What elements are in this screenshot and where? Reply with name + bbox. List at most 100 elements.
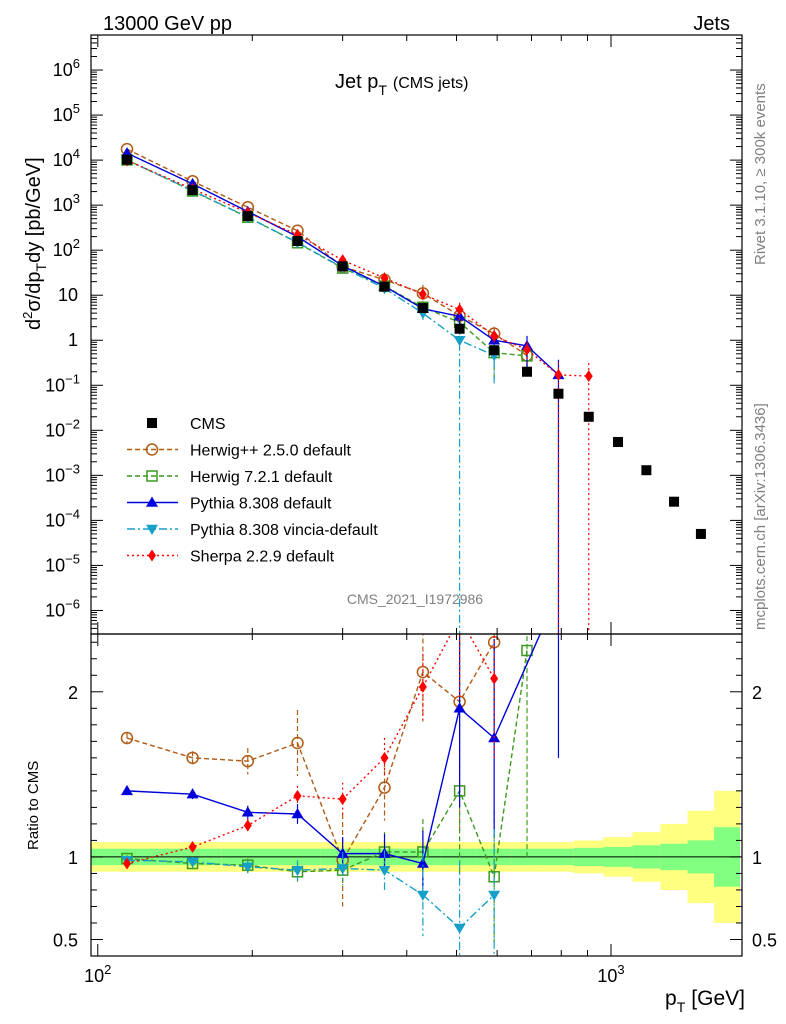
axes: 102 10310610510410310210110−110−210−310−4… — [45, 34, 777, 986]
cms-data-point — [489, 345, 500, 356]
ratio-point — [120, 731, 134, 745]
cms-data-point — [379, 281, 390, 292]
cms-data-point — [641, 465, 652, 476]
legend-label: Herwig++ 2.5.0 default — [190, 443, 352, 460]
xlabel: pT [GeV] — [665, 987, 745, 1015]
plot-title-sub: T — [378, 82, 387, 98]
ylabel-sub: T — [33, 262, 49, 271]
ratio-point — [120, 784, 133, 796]
ratio-point — [186, 857, 199, 868]
legend-marker — [146, 470, 158, 482]
header-right: Jets — [693, 13, 730, 35]
main-point — [453, 336, 466, 347]
cms-data-point — [669, 496, 680, 507]
y-tick-label: 106 — [53, 56, 80, 80]
ratio-point — [490, 672, 499, 685]
ratio-y-tick-label-right: 2 — [752, 683, 762, 703]
ratio-line-2 — [126, 634, 541, 865]
cms-data-point — [521, 366, 532, 377]
ratio-y-tick-label-right: 0.5 — [752, 930, 777, 950]
main-line-3 — [126, 159, 495, 357]
plot-title-main: Jet p — [335, 71, 378, 93]
legend-marker — [146, 524, 158, 535]
plot-title: Jet pT (CMS jets) — [335, 71, 468, 98]
ratio-point — [291, 865, 304, 877]
y-tick-label: 10−1 — [45, 371, 80, 395]
cms-data-point — [454, 323, 465, 334]
ratio-point — [186, 751, 199, 765]
ratio-point — [188, 841, 197, 854]
cms-data-point — [553, 388, 564, 399]
legend-marker — [147, 418, 157, 428]
ratio-point — [416, 890, 429, 901]
ratio-point — [243, 819, 252, 832]
main-line-4 — [126, 159, 589, 377]
ratio-point — [338, 793, 347, 806]
x-tick-label: 103 — [597, 962, 624, 986]
x-tick-label: 102 — [84, 962, 111, 986]
ylabel-exp: 2 — [20, 312, 35, 319]
mcplots-label: mcplots.cern.ch [arXiv:1306.3436] — [752, 403, 769, 630]
y-tick-label: 103 — [53, 191, 80, 215]
ylabel-unit: dy [pb/GeV] — [23, 157, 45, 263]
main-point — [584, 370, 593, 383]
ratio-point — [378, 865, 391, 877]
legend-marker — [148, 549, 156, 562]
xlabel-sub: T — [677, 999, 686, 1015]
legend-label: CMS — [190, 416, 226, 433]
ratio-y-tick-label: 0.5 — [53, 930, 78, 950]
cms-data-point — [187, 185, 198, 196]
legend-label: Pythia 8.308 default — [190, 496, 332, 513]
ratio-y-tick-label: 2 — [68, 683, 78, 703]
ratio-point — [291, 736, 304, 750]
legend-marker — [146, 496, 158, 507]
ratio-point — [241, 862, 254, 873]
main-point — [455, 303, 464, 316]
cms-data-point — [292, 235, 303, 246]
main-point — [490, 329, 499, 342]
main-plot-frame — [90, 34, 743, 635]
legend-label: Pythia 8.308 vincia-default — [190, 522, 378, 539]
plot-title-suffix: (CMS jets) — [393, 75, 469, 92]
cms-data-point — [417, 303, 428, 314]
ratio-point — [488, 890, 501, 901]
cms-data-point — [337, 261, 348, 272]
ratio-point — [453, 923, 466, 934]
legend-label: Herwig 7.2.1 default — [190, 469, 333, 486]
y-tick-label: 10−3 — [45, 461, 80, 485]
main-point — [522, 343, 531, 356]
ratio-point — [418, 680, 427, 693]
ratio-line-4 — [126, 634, 495, 865]
y-tick-label: 102 — [53, 236, 80, 260]
ratio-point — [453, 702, 466, 713]
ratio-line-1 — [126, 650, 528, 880]
analysis-id: CMS_2021_I1972986 — [347, 591, 483, 607]
main-plot-series — [120, 142, 706, 634]
rivet-version-label: Rivet 3.1.10, ≥ 300k events — [752, 83, 769, 265]
ratio-ylabel: Ratio to CMS — [25, 761, 42, 850]
xlabel-main: p — [665, 987, 677, 1010]
main-ylabel: d2σ/dpTdy [pb/GeV] — [20, 157, 49, 330]
y-tick-label: 10 — [58, 285, 78, 305]
y-tick-label: 10−4 — [45, 506, 80, 530]
ratio-point — [336, 864, 349, 875]
y-tick-label: 10−2 — [45, 416, 80, 440]
cms-data-point — [613, 437, 624, 448]
ratio-point — [241, 754, 255, 768]
cms-data-point — [242, 211, 253, 222]
main-point — [554, 368, 563, 381]
cms-data-point — [121, 154, 132, 165]
ratio-point — [241, 806, 254, 817]
ratio-point — [291, 807, 304, 819]
ratio-point — [416, 857, 429, 868]
ratio-line-3 — [126, 859, 495, 929]
y-tick-label: 105 — [53, 101, 80, 125]
ratio-point — [186, 788, 199, 799]
main-line-1 — [126, 159, 528, 357]
y-tick-label: 104 — [53, 146, 80, 170]
xlabel-unit: [GeV] — [691, 987, 745, 1010]
legend: CMS Herwig++ 2.5.0 default Herwig 7.2.1 de… — [127, 416, 378, 566]
ylabel-sigma: σ/dp — [23, 271, 45, 311]
ratio-line-0 — [126, 641, 495, 862]
